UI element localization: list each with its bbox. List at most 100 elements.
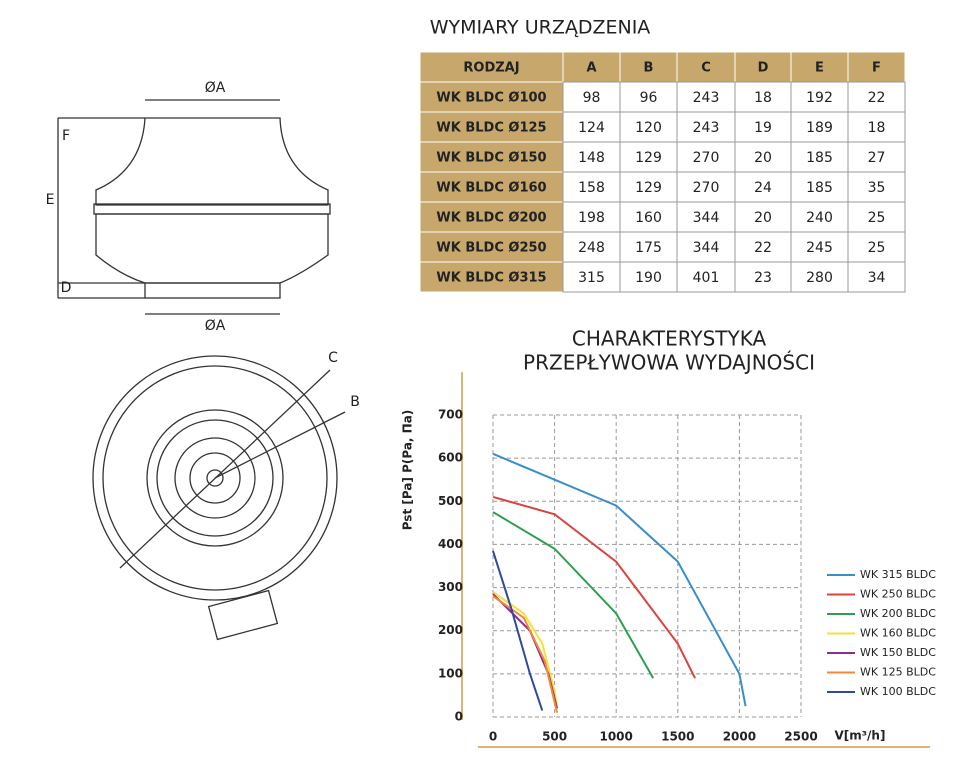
table-text: WK BLDC Ø250 [436, 241, 546, 256]
dim-label: C [328, 350, 338, 366]
legend-label: WK 250 BLDC [860, 588, 936, 601]
dim-label: ØA [205, 318, 226, 334]
table-text: 148 [578, 150, 605, 166]
table-text: 120 [635, 120, 662, 136]
x-tick-label: 2000 [723, 730, 756, 744]
table-text: 243 [693, 90, 720, 106]
table-cell [419, 231, 564, 263]
table-text: 344 [693, 240, 720, 256]
table-text: WK BLDC Ø100 [436, 91, 546, 106]
series-line [492, 511, 655, 679]
table-cell [419, 111, 564, 143]
dim-label: D [61, 280, 72, 296]
series-line [492, 593, 559, 709]
table-text: 19 [754, 120, 772, 136]
table-text: 18 [868, 120, 886, 136]
header-cell: F [872, 61, 881, 76]
y-tick-label: 200 [438, 623, 463, 637]
table-cell [847, 261, 906, 293]
table-cell [847, 111, 906, 143]
legend-label: WK 160 BLDC [860, 627, 936, 640]
table-cell [562, 141, 621, 173]
table-cell [619, 111, 678, 143]
table-cell [619, 141, 678, 173]
table-cell [790, 51, 849, 83]
table-cell [676, 111, 736, 143]
table-cell [847, 201, 906, 233]
table-cell [562, 201, 621, 233]
y-tick-label: 100 [438, 666, 463, 680]
table-text: 35 [868, 180, 886, 196]
table-cell [619, 261, 678, 293]
dim-label: E [46, 192, 55, 208]
table-text: 96 [640, 90, 658, 106]
table-text: 25 [868, 240, 886, 256]
legend-label: WK 200 BLDC [860, 607, 936, 620]
table-cell [562, 231, 621, 263]
table-text: 20 [754, 210, 772, 226]
series-line [492, 550, 544, 711]
table-text: 344 [693, 210, 720, 226]
header-cell: B [644, 61, 654, 76]
table-text: 23 [754, 270, 772, 286]
table-text: 280 [806, 270, 833, 286]
table-cell [676, 231, 736, 263]
table-cell [619, 171, 678, 203]
table-text: 240 [806, 210, 833, 226]
fan-drawing: ØA ØA F E D C B [46, 80, 360, 641]
table-text: 190 [635, 270, 662, 286]
legend-label: WK 100 BLDC [860, 685, 936, 698]
table-text: 158 [578, 180, 605, 196]
chart-title: CHARAKTERYSTYKA [572, 327, 767, 351]
table-cell [619, 231, 678, 263]
table-cell [562, 111, 621, 143]
dim-label: ØA [205, 80, 226, 96]
series-line [492, 452, 747, 707]
table-text: 270 [693, 150, 720, 166]
y-tick-label: 700 [438, 408, 463, 422]
table-title: WYMIARY URZĄDZENIA [430, 17, 651, 39]
table-text: 270 [693, 180, 720, 196]
header-cell: A [586, 61, 596, 76]
header-cell: D [758, 61, 769, 76]
table-text: 198 [578, 210, 605, 226]
table-text: 98 [583, 90, 601, 106]
chart-title: PRZEPŁYWOWA WYDAJNOŚCI [523, 351, 815, 375]
table-text: 175 [635, 240, 662, 256]
table-text: 22 [868, 90, 886, 106]
table-cell [734, 231, 792, 263]
x-tick-label: 500 [542, 730, 567, 744]
table-cell [562, 261, 621, 293]
dim-label: F [62, 128, 70, 144]
table-text: 192 [806, 90, 833, 106]
table-text: WK BLDC Ø160 [436, 181, 546, 196]
table-text: 25 [868, 210, 886, 226]
table-cell [790, 261, 849, 293]
table-text: 245 [806, 240, 833, 256]
table-text: 315 [578, 270, 605, 286]
y-tick-label: 400 [438, 537, 463, 551]
table-text: 185 [806, 180, 833, 196]
table-text: 34 [868, 270, 886, 286]
x-tick-label: 2500 [784, 730, 817, 744]
table-cell [847, 231, 906, 263]
header-cell: RODZAJ [463, 61, 519, 76]
header-cell: E [815, 61, 824, 76]
table-cell [790, 141, 849, 173]
table-cell [562, 81, 621, 113]
table-cell [847, 81, 906, 113]
table-text: 24 [754, 180, 772, 196]
series-line [492, 591, 559, 709]
x-axis-label: V[m³/h] [835, 729, 886, 743]
x-tick-label: 1000 [599, 730, 632, 744]
table-text: WK BLDC Ø125 [436, 121, 546, 136]
y-tick-label: 300 [438, 580, 463, 594]
y-axis-label: Pst [Pa] P(Pa, Па) [401, 410, 415, 531]
x-tick-label: 0 [489, 730, 497, 744]
table-cell [562, 171, 621, 203]
table-cell [734, 171, 792, 203]
table-text: WK BLDC Ø315 [436, 271, 546, 286]
table-text: 27 [868, 150, 886, 166]
table-text: 189 [806, 120, 833, 136]
